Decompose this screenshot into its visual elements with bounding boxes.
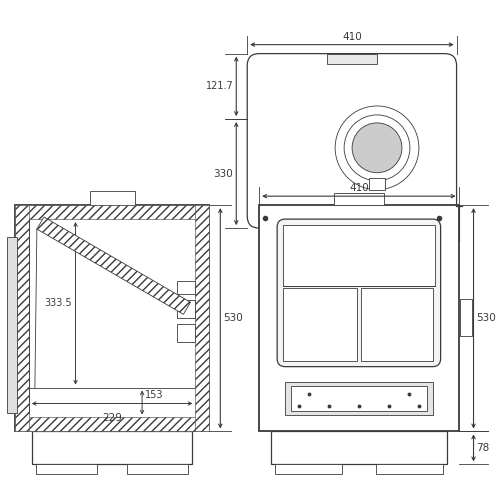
Bar (196, 205, 209, 432)
Text: 333.5: 333.5 (44, 298, 72, 308)
Text: 530: 530 (224, 314, 243, 324)
Bar (178, 300, 196, 318)
Polygon shape (37, 217, 190, 314)
Circle shape (335, 106, 419, 190)
Bar (291, 386, 426, 411)
Bar (283, 225, 434, 286)
Bar (15, 205, 210, 432)
Bar (259, 205, 458, 432)
Bar (334, 193, 384, 205)
Circle shape (352, 123, 402, 172)
Circle shape (344, 115, 410, 180)
Bar (15, 205, 29, 432)
Bar (376, 464, 442, 474)
Bar (275, 464, 342, 474)
Bar (460, 298, 471, 337)
FancyBboxPatch shape (277, 219, 440, 366)
Bar (32, 432, 192, 464)
Text: 410: 410 (342, 32, 362, 42)
Text: 121.7: 121.7 (206, 82, 234, 92)
Text: 410: 410 (349, 183, 369, 193)
Bar (178, 280, 196, 294)
Bar (369, 178, 385, 190)
Bar (283, 288, 357, 360)
Bar (361, 288, 432, 360)
Text: 153: 153 (145, 390, 164, 400)
Bar (90, 191, 134, 205)
Bar (36, 464, 97, 474)
Bar (7, 237, 17, 414)
Text: 229: 229 (102, 414, 122, 424)
Bar (178, 324, 196, 342)
Text: 330: 330 (214, 168, 234, 178)
Bar (128, 464, 188, 474)
Bar (327, 54, 377, 64)
Text: 78: 78 (476, 443, 490, 453)
Bar (285, 382, 432, 416)
Bar (15, 205, 210, 219)
Text: 530: 530 (476, 314, 496, 324)
FancyBboxPatch shape (247, 54, 456, 228)
Bar (271, 432, 446, 464)
Bar (15, 418, 210, 432)
